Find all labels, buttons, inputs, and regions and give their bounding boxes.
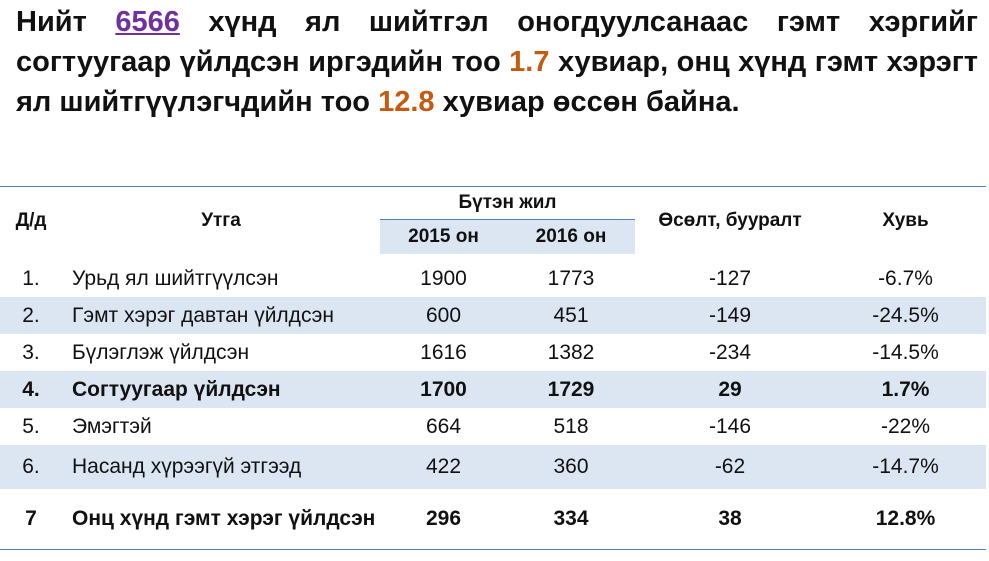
row-label: Онц хүнд гэмт хэрэг үйлдсэн — [62, 489, 380, 550]
table-cell: 1.7% — [825, 371, 986, 408]
table-cell: -24.5% — [825, 297, 986, 334]
table-cell: 1616 — [420, 340, 467, 364]
heading-number: 6566 — [115, 6, 180, 38]
row-label: Насанд хүрээгүй этгээд — [62, 445, 380, 489]
table-cell: 29 — [635, 371, 825, 408]
table-cell: -146 — [708, 414, 752, 438]
table-row: 5. Эмэгтэй 664 518 -146 -22% — [0, 408, 986, 445]
heading-text: хүнд ял шийтгэл оногдуулсанаас гэмт хэрг… — [16, 6, 978, 78]
table-row: 6. Насанд хүрээгүй этгээд 422 360 -62 -14.7% — [0, 445, 986, 489]
header-cell: 2016 он — [507, 219, 635, 254]
table-row: 7 Онц хүнд гэмт хэрэг үйлдсэн 296 334 38 12.8… — [0, 489, 986, 550]
table-cell: -14.5% — [872, 340, 939, 364]
table-body: 1. Урьд ял шийтгүүлсэн 1900 1773 -127 -6.7% 2.… — [0, 254, 986, 550]
table-cell: 360 — [507, 445, 635, 489]
heading-text: Нийт — [16, 6, 116, 38]
table-cell: 3. — [22, 340, 40, 364]
table-cell: 600 — [380, 297, 507, 334]
table-cell: 664 — [425, 414, 462, 438]
table-row: 3. Бүлэглэж үйлдсэн 1616 1382 -234 -14.5% — [0, 334, 986, 371]
row-label: Эмэгтэй — [72, 414, 152, 438]
table-cell: -234 — [708, 340, 752, 364]
table-cell: 38 — [635, 489, 825, 550]
table-cell: -127 — [708, 266, 752, 290]
table-row: 4. Согтуугаар үйлдсэн 1700 1729 29 1.7% — [0, 371, 986, 408]
header-cell: 2015 он — [380, 219, 507, 254]
heading: Нийт 6566 хүнд ял шийтгэл оногдуулсанаас… — [16, 2, 978, 122]
table-cell: 422 — [380, 445, 507, 489]
table-row: 2. Гэмт хэрэг давтан үйлдсэн 600 451 -149 -24… — [0, 297, 986, 334]
table-cell: 4. — [0, 371, 62, 408]
header-cell: Өсөлт, бууралт — [635, 186, 825, 254]
table-cell: 1700 — [380, 371, 507, 408]
table-cell: 1. — [22, 266, 40, 290]
heading-number: 1.7 — [509, 46, 550, 78]
table-cell: 5. — [22, 414, 40, 438]
table-cell: 1773 — [547, 266, 595, 290]
row-label: Гэмт хэрэг давтан үйлдсэн — [62, 297, 380, 334]
table-cell: 12.8% — [825, 489, 986, 550]
table-cell: 1729 — [507, 371, 635, 408]
header-cell: Бүтэн жил — [380, 186, 635, 220]
table-cell: -62 — [635, 445, 825, 489]
table-cell: 296 — [380, 489, 507, 550]
table-cell: 7 — [0, 489, 62, 550]
header-cell: Д/д — [0, 186, 62, 254]
table-cell: 6. — [0, 445, 62, 489]
table-row: 1. Урьд ял шийтгүүлсэн 1900 1773 -127 -6.7% — [0, 254, 986, 297]
table-cell: 1382 — [547, 340, 595, 364]
header-row: 2015 он 2016 он — [0, 219, 986, 254]
table-cell: -149 — [635, 297, 825, 334]
data-table: Д/д Утга Бүтэн жил Өсөлт, бууралт Хувь 2… — [0, 186, 986, 550]
table-cell: 2. — [0, 297, 62, 334]
table-cell: 334 — [507, 489, 635, 550]
row-label: Бүлэглэж үйлдсэн — [72, 340, 250, 364]
heading-text: хувиар, онц хүнд гэмт хэрэгт ял шийтгүүл… — [16, 46, 978, 118]
table-cell: -14.7% — [825, 445, 986, 489]
table-cell: 1900 — [420, 266, 467, 290]
header-cell: Хувь — [825, 186, 986, 254]
header-row: Д/д Утга Бүтэн жил Өсөлт, бууралт Хувь — [0, 186, 986, 254]
header-cell: Утга — [62, 186, 380, 254]
heading-number: 12.8 — [378, 86, 435, 118]
table-cell: 518 — [553, 414, 589, 438]
row-label: Согтуугаар үйлдсэн — [62, 371, 380, 408]
table-cell: -6.7% — [878, 266, 933, 290]
table-cell: 451 — [507, 297, 635, 334]
table-cell: -22% — [880, 414, 931, 438]
row-label: Урьд ял шийтгүүлсэн — [72, 266, 279, 290]
heading-text: хувиар өссөн байна. — [434, 86, 740, 118]
